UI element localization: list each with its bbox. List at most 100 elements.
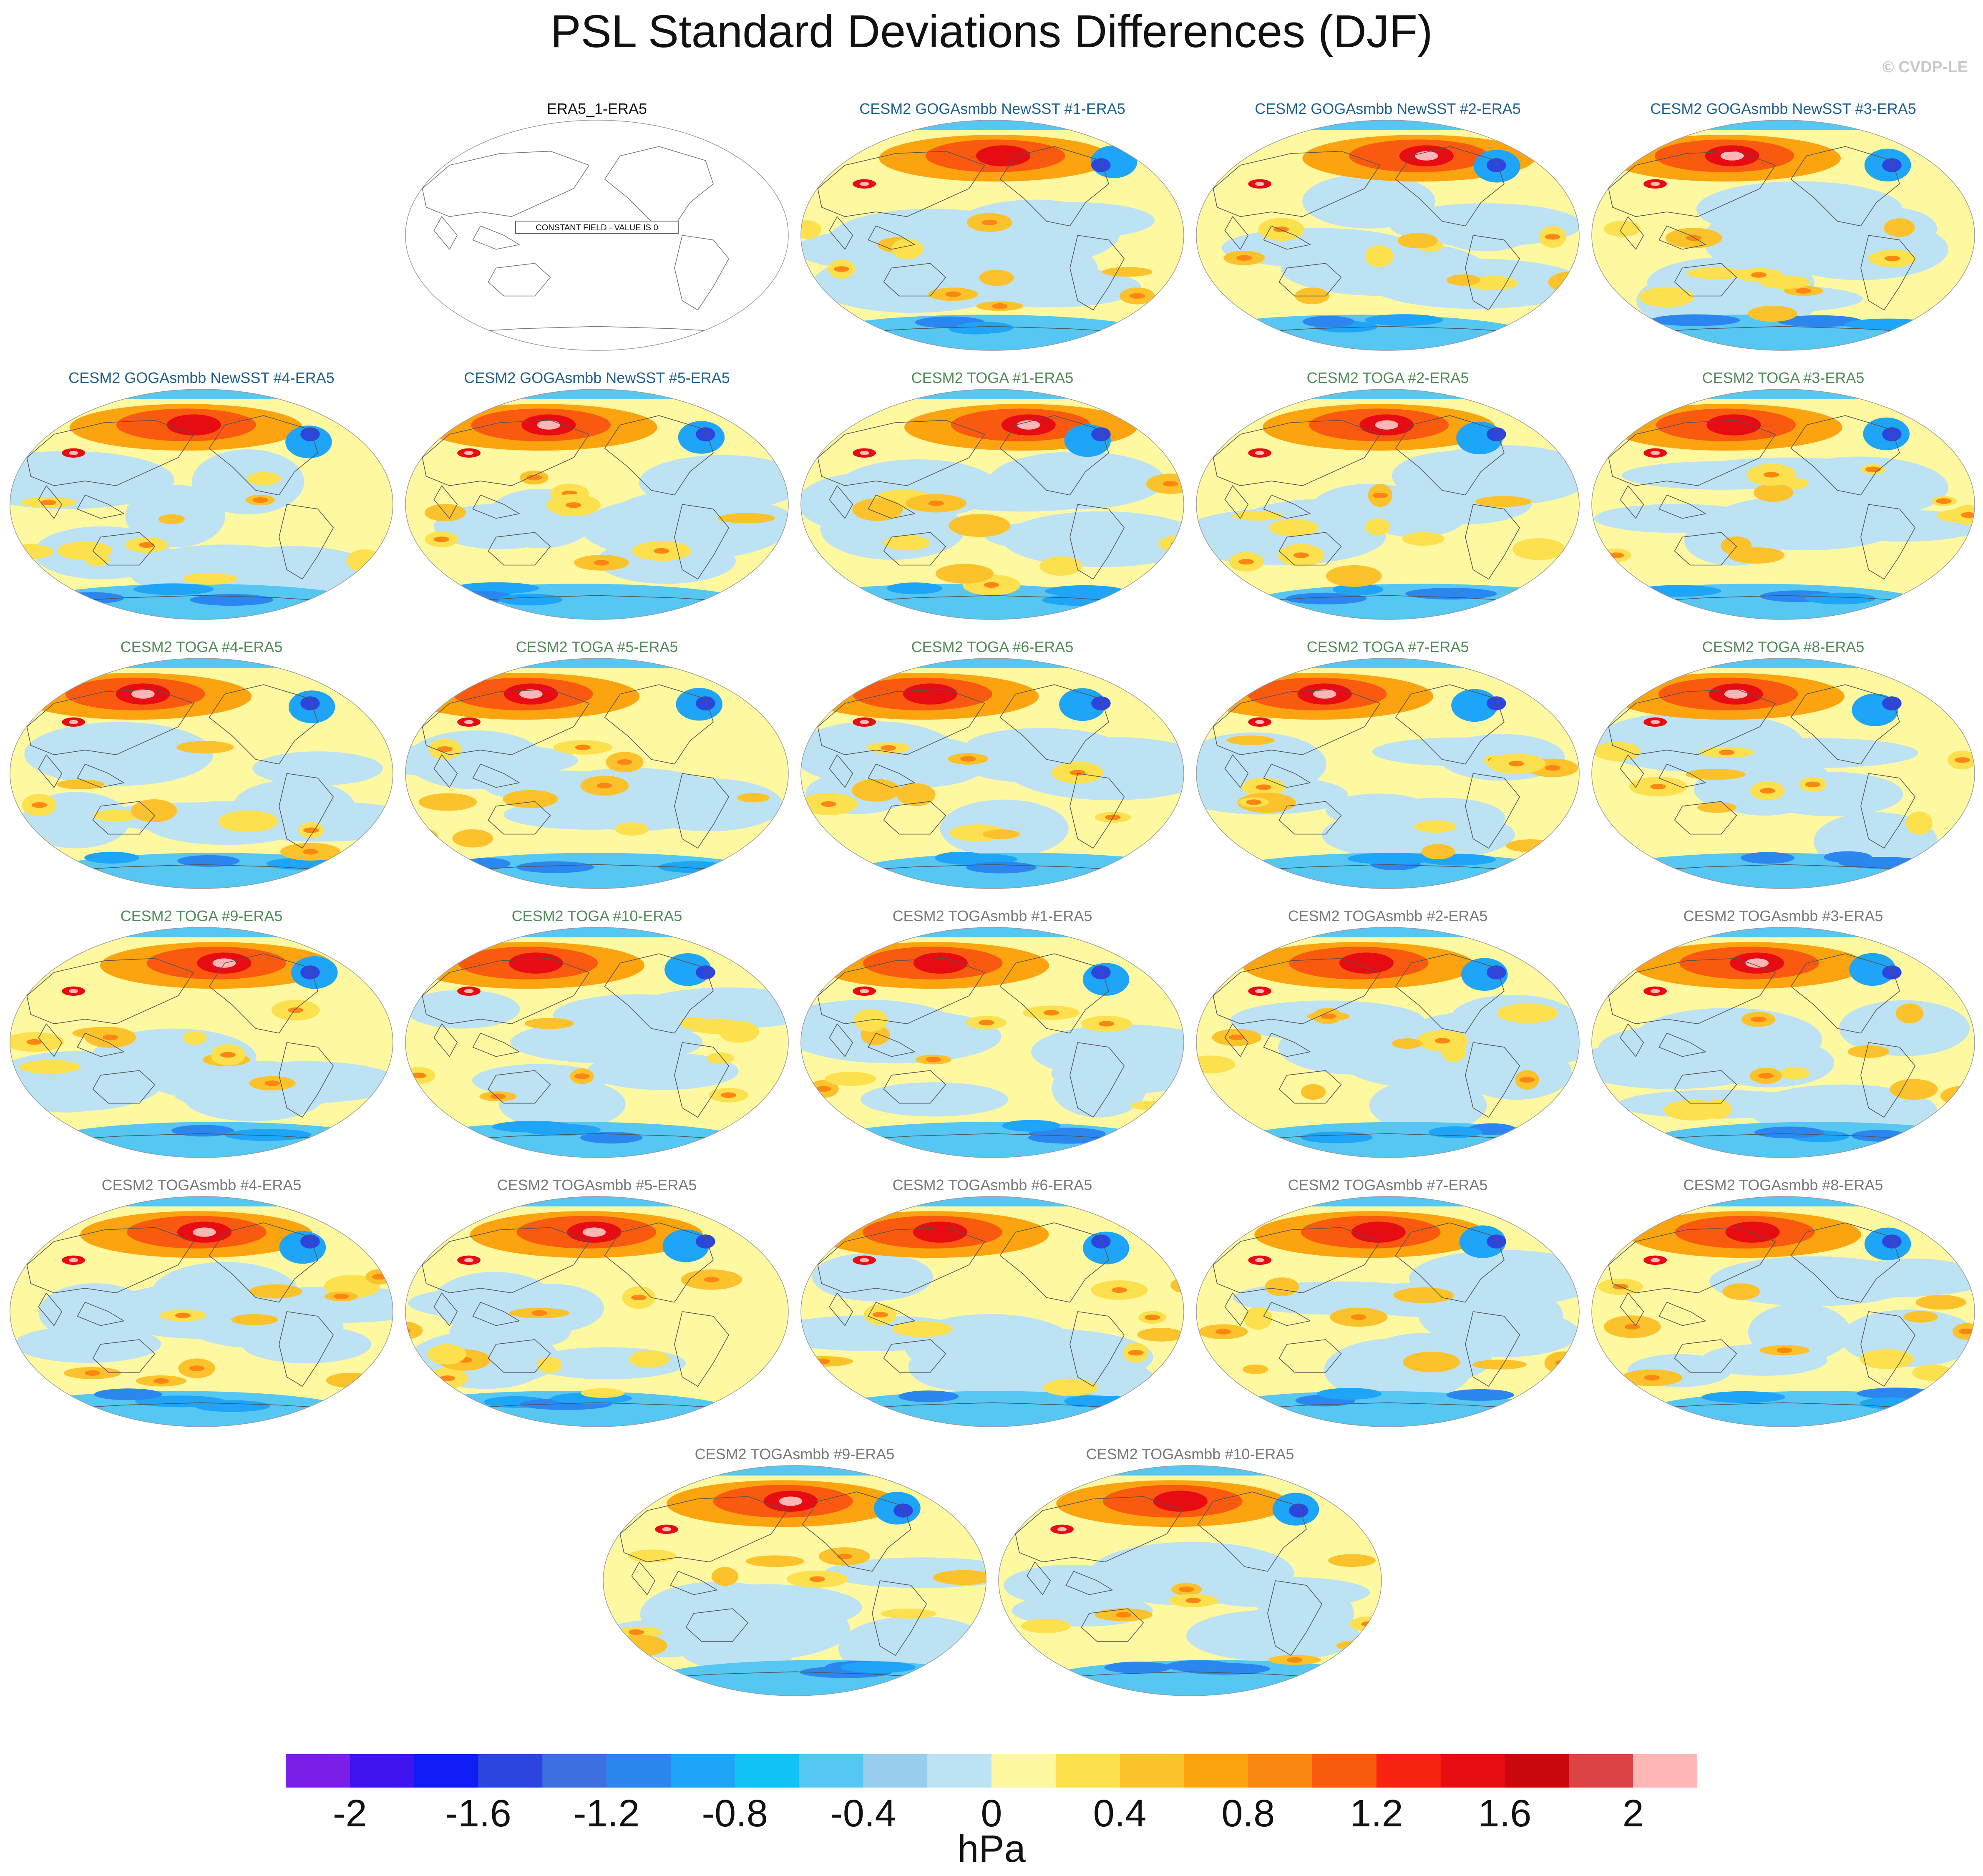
map-panel: CESM2 GOGAsmbb NewSST #1-ERA5 [798,100,1186,359]
map-plot [603,1465,986,1696]
map-panel: CESM2 TOGAsmbb #7-ERA5 [1194,1176,1582,1435]
colorbar-swatch [927,1754,992,1788]
panel-title: CESM2 TOGAsmbb #5-ERA5 [497,1176,697,1194]
colorbar-swatch [606,1754,671,1788]
colorbar-swatch [542,1754,607,1788]
panel-title: CESM2 TOGAsmbb #7-ERA5 [1288,1176,1488,1194]
map-plot [405,389,789,620]
panel-title: CESM2 TOGA #3-ERA5 [1702,369,1865,386]
map-panel: CESM2 TOGAsmbb #9-ERA5 [601,1445,989,1704]
panel-title: CESM2 GOGAsmbb NewSST #1-ERA5 [859,100,1125,117]
map-panel: CESM2 TOGAsmbb #8-ERA5 [1589,1176,1977,1435]
map-panel: CESM2 TOGAsmbb #5-ERA5 [403,1176,791,1435]
colorbar-tick-label: -0.8 [702,1792,768,1835]
panel-title: CESM2 GOGAsmbb NewSST #4-ERA5 [68,369,335,386]
panel-title: CESM2 TOGA #9-ERA5 [120,907,283,924]
colorbar-tick-label: 1.6 [1478,1792,1532,1835]
map-plot [10,658,393,889]
map-plot [1591,927,1975,1158]
map-plot [800,1196,1184,1427]
map-panel: CESM2 TOGAsmbb #6-ERA5 [798,1176,1186,1435]
panel-title: CESM2 TOGAsmbb #9-ERA5 [695,1445,895,1463]
colorbar-tick-label: 2 [1622,1792,1644,1835]
map-panel: CESM2 TOGA #10-ERA5 [403,907,791,1166]
map-panel: CESM2 TOGAsmbb #3-ERA5 [1589,907,1977,1166]
colorbar-swatch [1633,1754,1697,1788]
map-plot [998,1465,1382,1696]
map-plot [800,658,1184,889]
colorbar-swatch [863,1754,928,1788]
panel-title: CESM2 GOGAsmbb NewSST #2-ERA5 [1255,100,1521,117]
panel-title: CESM2 TOGA #5-ERA5 [516,638,678,655]
map-panel: CESM2 TOGA #4-ERA5 [8,638,395,897]
colorbar-swatch [286,1754,350,1788]
panel-title: CESM2 TOGA #6-ERA5 [911,638,1074,655]
panel-title: CESM2 TOGAsmbb #3-ERA5 [1683,907,1883,924]
colorbar-swatch [1248,1754,1313,1788]
colorbar-tick-label: 0.4 [1093,1792,1147,1835]
map-panel: CESM2 TOGAsmbb #4-ERA5 [8,1176,395,1435]
panel-title: CESM2 TOGAsmbb #6-ERA5 [892,1176,1092,1194]
map-panel: CESM2 GOGAsmbb NewSST #3-ERA5 [1589,100,1977,359]
map-panel: CESM2 TOGA #5-ERA5 [403,638,791,897]
map-plot [1196,389,1580,620]
map-plot [10,389,393,620]
colorbar-tick-label: -2 [332,1792,367,1835]
panel-title: CESM2 TOGAsmbb #2-ERA5 [1288,907,1488,924]
panel-title: CESM2 TOGA #7-ERA5 [1306,638,1469,655]
colorbar-swatch [1312,1754,1377,1788]
map-panel: CESM2 TOGAsmbb #10-ERA5 [996,1445,1384,1704]
panel-title: CESM2 TOGA #4-ERA5 [120,638,283,655]
map-plot [405,927,789,1158]
map-panel: CESM2 GOGAsmbb NewSST #5-ERA5 [403,369,791,628]
map-plot [1196,1196,1580,1427]
panel-title: CESM2 GOGAsmbb NewSST #5-ERA5 [464,369,730,386]
map-plot [800,927,1184,1158]
panel-title: CESM2 GOGAsmbb NewSST #3-ERA5 [1650,100,1916,117]
map-panel: ERA5_1-ERA5 CONSTANT FIELD - VALUE IS 0 [403,100,791,359]
map-plot [1196,658,1580,889]
map-plot [405,1196,789,1427]
colorbar-swatch [414,1754,478,1788]
map-plot [1196,927,1580,1158]
panel-title: CESM2 TOGA #1-ERA5 [911,369,1074,386]
colorbar-swatch [1120,1754,1184,1788]
colorbar-swatch [1440,1754,1505,1788]
map-plot [10,927,393,1158]
chart-title: PSL Standard Deviations Differences (DJF… [550,6,1433,57]
map-plot [405,658,789,889]
map-plot [800,120,1184,351]
map-plot [1591,658,1975,889]
panel-title: CESM2 TOGAsmbb #4-ERA5 [101,1176,302,1194]
colorbar-swatch [1376,1754,1441,1788]
map-panel: CESM2 TOGA #9-ERA5 [8,907,395,1166]
colorbar-swatch [1055,1754,1120,1788]
colorbar-swatch [992,1754,1056,1788]
colorbar-tick-label: -1.6 [445,1792,511,1835]
map-panel: CESM2 TOGA #7-ERA5 [1194,638,1582,897]
colorbar-swatch [1505,1754,1569,1788]
colorbar [286,1754,1697,1788]
map-plot [10,1196,393,1427]
colorbar-swatch [478,1754,543,1788]
map-plot [1591,120,1975,351]
map-panel: CESM2 TOGAsmbb #2-ERA5 [1194,907,1582,1166]
globe-outline [405,120,789,351]
map-panel: CESM2 TOGA #1-ERA5 [798,369,1186,628]
map-panel: CESM2 TOGA #8-ERA5 [1589,638,1977,897]
map-plot: CONSTANT FIELD - VALUE IS 0 [405,120,789,351]
map-panel: CESM2 GOGAsmbb NewSST #2-ERA5 [1194,100,1582,359]
colorbar-swatch [735,1754,800,1788]
colorbar-tick-label: -0.4 [830,1792,896,1835]
map-panel: CESM2 TOGA #3-ERA5 [1589,369,1977,628]
colorbar-swatch [1569,1754,1633,1788]
map-plot [800,389,1184,620]
panel-title: CESM2 TOGAsmbb #10-ERA5 [1086,1445,1294,1463]
panel-title: CESM2 TOGAsmbb #8-ERA5 [1683,1176,1883,1194]
panel-title: ERA5_1-ERA5 [546,100,647,117]
panel-title: CESM2 TOGAsmbb #1-ERA5 [892,907,1092,924]
map-plot [1591,389,1975,620]
constant-field-note: CONSTANT FIELD - VALUE IS 0 [536,223,658,232]
colorbar-swatch [350,1754,415,1788]
map-panel: CESM2 GOGAsmbb NewSST #4-ERA5 [8,369,395,628]
